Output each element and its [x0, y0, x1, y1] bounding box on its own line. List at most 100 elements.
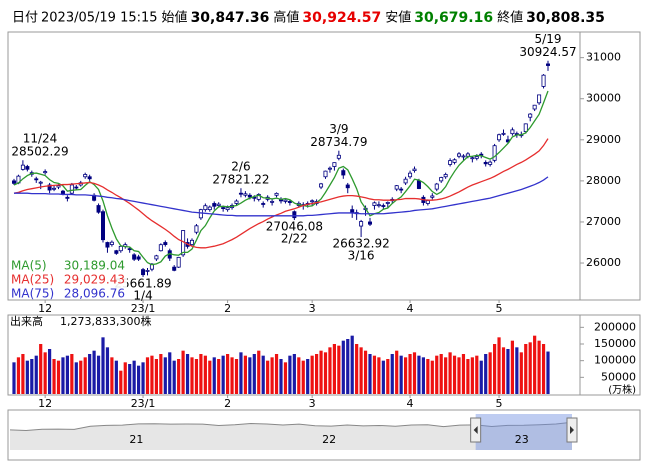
- header-label: 高値: [273, 10, 299, 26]
- legend-name: MA(25): [11, 273, 54, 287]
- volume-bar: [25, 360, 29, 394]
- volume-bar: [501, 347, 506, 394]
- candle-body: [452, 159, 457, 163]
- x-tick-label: 2: [224, 302, 231, 315]
- volume-bar: [310, 355, 314, 394]
- header-label: 始値: [162, 10, 188, 26]
- candle-body: [434, 183, 439, 190]
- header-label: 日付: [12, 11, 38, 26]
- annotation-value: 28734.79: [310, 135, 367, 149]
- volume-bar: [239, 352, 243, 394]
- candle-body: [359, 221, 364, 227]
- annotation-date: 1/4: [133, 288, 152, 302]
- volume-bar: [212, 357, 216, 394]
- candle-body: [145, 270, 150, 272]
- volume-bar: [359, 347, 363, 394]
- volume-bar: [279, 359, 283, 394]
- candle-body: [52, 187, 57, 190]
- volume-bar: [105, 347, 110, 394]
- x-tick-label: 4: [407, 302, 414, 315]
- candle-body: [474, 156, 479, 159]
- header-label: 安値: [385, 10, 411, 26]
- candle-body: [163, 242, 168, 245]
- ma-line: [13, 138, 549, 249]
- volume-bar: [283, 362, 288, 394]
- annotation-date: 3/9: [329, 122, 348, 136]
- candle-body: [225, 207, 230, 211]
- volume-bar: [506, 349, 510, 394]
- volume-bar: [301, 360, 305, 394]
- candle-body: [332, 162, 337, 167]
- volume-bar: [74, 362, 78, 394]
- volume-bar: [92, 350, 96, 394]
- volume-bar: [190, 357, 194, 394]
- volume-bar: [230, 357, 234, 394]
- annotation-value: 27821.22: [212, 173, 269, 187]
- navigator-label: 23: [515, 433, 529, 446]
- candle-body: [287, 201, 292, 203]
- candle-body: [465, 153, 470, 157]
- volume-bar: [16, 357, 21, 394]
- candle-body: [47, 184, 52, 191]
- volume-bar: [79, 360, 83, 394]
- volume-bar: [150, 355, 154, 394]
- volume-bar: [417, 355, 421, 394]
- volume-bar: [137, 365, 141, 394]
- header-value: 2023/05/19 15:15: [41, 11, 158, 26]
- candle-body: [408, 172, 413, 178]
- annotation-value: 27046.08: [266, 220, 323, 234]
- navigator-panel: [7, 409, 641, 461]
- y-tick-label: 27000: [586, 215, 621, 228]
- volume-bar: [475, 355, 479, 394]
- candle-body: [247, 194, 252, 198]
- candle-body: [198, 209, 203, 219]
- candle-body: [501, 132, 506, 135]
- candle-body: [56, 185, 61, 188]
- volume-bar: [21, 354, 25, 394]
- candle-body: [546, 63, 551, 66]
- candle-body: [238, 192, 243, 195]
- volume-bar: [493, 344, 497, 394]
- volume-bar: [470, 357, 474, 394]
- candle-body: [381, 205, 386, 207]
- volume-bar: [48, 349, 52, 394]
- candle-body: [256, 194, 261, 200]
- x-tick-label: 5: [496, 397, 503, 410]
- volume-bar: [159, 354, 163, 394]
- candle-body: [425, 200, 430, 204]
- navigator-handle-arrow: [570, 426, 574, 434]
- volume-bar: [226, 354, 230, 394]
- candle-body: [252, 196, 257, 199]
- volume-bar: [208, 360, 212, 394]
- volume-bar: [70, 354, 74, 394]
- candle-body: [323, 170, 328, 178]
- candle-body: [96, 205, 101, 213]
- volume-bar: [88, 354, 92, 394]
- volume-bar: [412, 352, 417, 394]
- volume-bar: [172, 360, 176, 394]
- volume-y-tick-label: 200000: [594, 320, 636, 333]
- volume-bar: [177, 359, 181, 394]
- candle-body: [207, 206, 212, 211]
- x-tick-label: 23/1: [131, 302, 156, 315]
- volume-bar: [61, 357, 65, 394]
- candle-body: [327, 167, 332, 170]
- volume-bar: [181, 350, 185, 394]
- x-tick-label: 5: [496, 302, 503, 315]
- volume-bar: [363, 350, 368, 394]
- candle-body: [118, 245, 123, 252]
- x-tick-label: 12: [38, 302, 52, 315]
- volume-bar: [337, 345, 341, 394]
- volume-bar: [154, 359, 158, 394]
- y-tick-label: 31000: [586, 51, 621, 64]
- volume-bar: [266, 360, 270, 394]
- volume-bar: [488, 352, 492, 394]
- volume-bar: [96, 355, 101, 394]
- volume-bar: [452, 355, 457, 394]
- volume-label: 1,273,833,300株: [60, 314, 151, 328]
- candle-body: [367, 221, 372, 225]
- volume-bar: [466, 359, 470, 394]
- candle-body: [234, 200, 239, 204]
- legend-box: [9, 259, 127, 299]
- volume-bar: [30, 359, 34, 394]
